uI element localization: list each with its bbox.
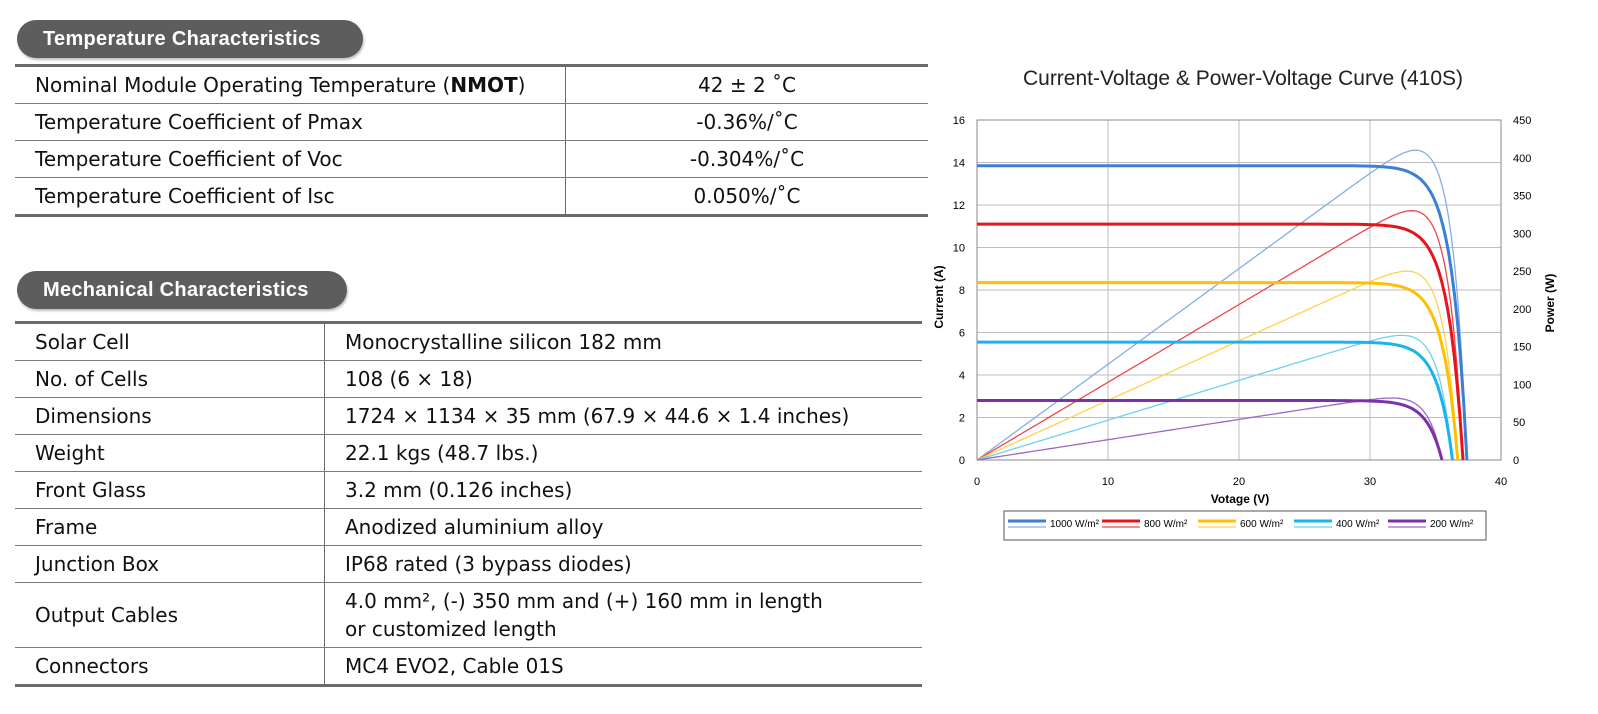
current-curves xyxy=(977,164,1469,461)
row-label: Output Cables xyxy=(15,582,325,648)
chart-grid xyxy=(976,119,1502,461)
mechanical-heading: Mechanical Characteristics xyxy=(17,271,347,309)
power-line xyxy=(976,210,1464,461)
y-tick-label: 14 xyxy=(953,158,965,170)
y-tick-label: 10 xyxy=(953,243,965,255)
plot-frame xyxy=(976,119,1502,461)
table-row: Nominal Module Operating Temperature (NM… xyxy=(15,64,928,104)
row-value: -0.36%/˚C xyxy=(565,103,928,141)
y-tick-label: 8 xyxy=(959,285,965,297)
y2-tick-label: 200 xyxy=(1513,304,1531,316)
x-axis-label: Votage (V) xyxy=(1211,492,1269,506)
row-label: Temperature Coefficient of Isc xyxy=(15,177,566,217)
row-label: Frame xyxy=(15,508,325,546)
y2-tick-label: 300 xyxy=(1513,228,1531,240)
row-label: Solar Cell xyxy=(15,321,325,361)
value-line-1: 4.0 mm², (-) 350 mm and (+) 160 mm in le… xyxy=(345,589,823,613)
row-value: -0.304%/˚C xyxy=(565,140,928,178)
power-curves xyxy=(976,149,1468,461)
current-line xyxy=(977,399,1444,461)
table-row: Temperature Coefficient of Pmax -0.36%/˚… xyxy=(15,103,928,141)
row-value: Monocrystalline silicon 182 mm xyxy=(324,321,922,361)
y2-tick-label: 250 xyxy=(1513,266,1531,278)
legend-label: 600 W/m² xyxy=(1240,519,1284,530)
y2-tick-label: 0 xyxy=(1513,455,1519,467)
row-value: 3.2 mm (0.126 inches) xyxy=(324,471,922,509)
table-row: Frame Anodized aluminium alloy xyxy=(15,508,922,546)
y-tick-label: 16 xyxy=(953,115,965,127)
x-tick-label: 0 xyxy=(974,476,980,488)
row-value: 4.0 mm², (-) 350 mm and (+) 160 mm in le… xyxy=(324,582,922,648)
row-value: IP68 rated (3 bypass diodes) xyxy=(324,545,922,583)
chart-title: Current-Voltage & Power-Voltage Curve (4… xyxy=(1023,67,1463,90)
power-line xyxy=(976,334,1454,461)
legend-label: 1000 W/m² xyxy=(1050,519,1100,530)
x-tick-label: 10 xyxy=(1102,476,1114,488)
y2-tick-label: 400 xyxy=(1513,153,1531,165)
row-value: 1724 × 1134 × 35 mm (67.9 × 44.6 × 1.4 i… xyxy=(324,397,922,435)
row-value: Anodized aluminium alloy xyxy=(324,508,922,546)
row-label: Weight xyxy=(15,434,325,472)
table-row: Weight 22.1 kgs (48.7 lbs.) xyxy=(15,434,922,472)
y2-axis-label: Power (W) xyxy=(1543,274,1557,333)
power-line xyxy=(976,270,1459,461)
y2-tick-label: 100 xyxy=(1513,379,1531,391)
iv-pv-chart: Current-Voltage & Power-Voltage Curve (4… xyxy=(932,67,1557,541)
legend-label: 400 W/m² xyxy=(1336,519,1380,530)
x-tick-label: 20 xyxy=(1233,476,1245,488)
temperature-heading: Temperature Characteristics xyxy=(17,20,363,58)
y-tick-label: 6 xyxy=(959,328,965,340)
row-value: 22.1 kgs (48.7 lbs.) xyxy=(324,434,922,472)
legend-label: 800 W/m² xyxy=(1144,519,1188,530)
nmot-value: 42 ± 2 ˚C xyxy=(565,64,928,104)
x-tick-label: 40 xyxy=(1495,476,1507,488)
current-line xyxy=(977,340,1454,461)
y-axis-label: Current (A) xyxy=(932,265,946,328)
y-tick-label: 12 xyxy=(953,200,965,212)
current-line xyxy=(977,164,1469,461)
table-row: Connectors MC4 EVO2, Cable 01S xyxy=(15,647,922,687)
row-label: No. of Cells xyxy=(15,360,325,398)
table-row: Temperature Coefficient of Voc -0.304%/˚… xyxy=(15,140,928,178)
y2-tick-label: 450 xyxy=(1513,115,1531,127)
value-line-2: or customized length xyxy=(345,617,557,641)
table-row: Junction Box IP68 rated (3 bypass diodes… xyxy=(15,545,922,583)
row-label: Connectors xyxy=(15,647,325,687)
table-row: No. of Cells 108 (6 × 18) xyxy=(15,360,922,398)
row-label: Dimensions xyxy=(15,397,325,435)
y2-tick-label: 150 xyxy=(1513,342,1531,354)
row-label: Junction Box xyxy=(15,545,325,583)
row-label: Temperature Coefficient of Pmax xyxy=(15,103,566,141)
y2-tick-label: 350 xyxy=(1513,191,1531,203)
table-row: Dimensions 1724 × 1134 × 35 mm (67.9 × 4… xyxy=(15,397,922,435)
y-tick-label: 4 xyxy=(959,370,965,382)
table-row: Front Glass 3.2 mm (0.126 inches) xyxy=(15,471,922,509)
row-value: MC4 EVO2, Cable 01S xyxy=(324,647,922,687)
table-row: Temperature Coefficient of Isc 0.050%/˚C xyxy=(15,177,928,217)
table-row: Output Cables 4.0 mm², (-) 350 mm and (+… xyxy=(15,582,922,648)
y2-tick-label: 50 xyxy=(1513,417,1525,429)
current-line xyxy=(977,222,1465,461)
current-line xyxy=(977,281,1460,461)
legend-box xyxy=(1003,510,1487,541)
power-line xyxy=(976,149,1468,461)
y-tick-label: 0 xyxy=(959,455,965,467)
nmot-label: Nominal Module Operating Temperature (NM… xyxy=(15,64,566,104)
chart-legend: 1000 W/m² 800 W/m² 600 W/m² 400 W/m² 200 W/m… xyxy=(1008,519,1474,530)
row-label: Front Glass xyxy=(15,471,325,509)
row-value: 0.050%/˚C xyxy=(565,177,928,217)
row-label: Temperature Coefficient of Voc xyxy=(15,140,566,178)
row-value: 108 (6 × 18) xyxy=(324,360,922,398)
mechanical-table: Solar Cell Monocrystalline silicon 182 m… xyxy=(15,321,922,687)
temperature-table: Nominal Module Operating Temperature (NM… xyxy=(15,64,928,217)
table-row: Solar Cell Monocrystalline silicon 182 m… xyxy=(15,321,922,361)
x-tick-label: 30 xyxy=(1364,476,1376,488)
y-tick-label: 2 xyxy=(959,413,965,425)
legend-label: 200 W/m² xyxy=(1430,519,1474,530)
